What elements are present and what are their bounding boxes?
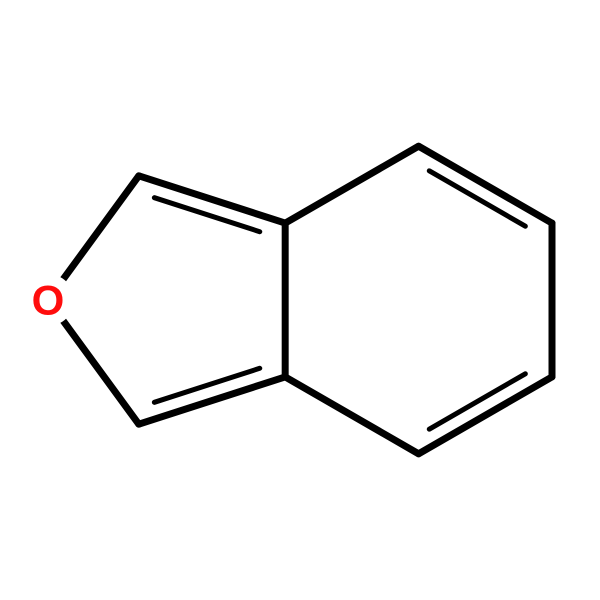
bond-line — [285, 146, 418, 223]
bond-line — [285, 377, 418, 454]
molecule-diagram: O — [0, 0, 600, 600]
bond-line — [419, 146, 552, 223]
label-layer: O — [32, 277, 65, 324]
bond-line — [154, 198, 259, 232]
bond-line — [154, 368, 259, 402]
bond-layer — [48, 146, 552, 454]
atom-label-O: O — [32, 277, 65, 324]
bond-line — [419, 377, 552, 454]
